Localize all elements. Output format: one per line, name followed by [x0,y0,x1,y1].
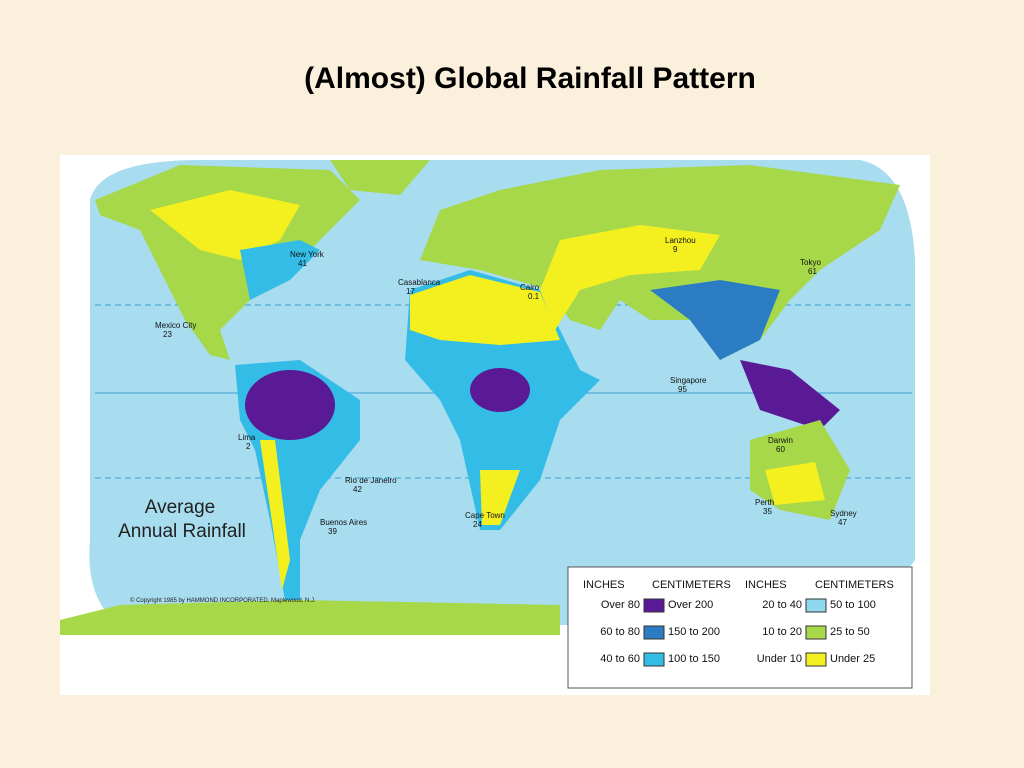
city-value: 39 [328,527,337,536]
city-name: Cape Town [465,511,505,520]
legend-header: CENTIMETERS [652,579,731,591]
atacama [260,440,290,590]
map-heading: Average [145,497,215,518]
legend-swatch [643,625,665,640]
legend-inches: 20 to 40 [762,599,802,611]
legend-cm: 50 to 100 [830,599,876,611]
map-heading: Annual Rainfall [118,521,246,542]
north-america-east [240,240,320,300]
antarctica [60,600,560,635]
city-value: 41 [298,259,307,268]
city-value: 23 [163,330,172,339]
legend-inches: Over 80 [601,599,640,611]
city-value: 61 [808,267,817,276]
city-name: Lima [238,433,256,442]
australia-dry [765,462,825,505]
city-name: Lanzhou [665,236,696,245]
indonesia [740,360,840,430]
legend-inches: 40 to 60 [600,653,640,665]
city-name: New York [290,250,325,259]
city-name: Darwin [768,436,793,445]
legend-header: INCHES [583,579,625,591]
legend-header: INCHES [745,579,787,591]
greenland [330,160,430,195]
legend-inches: 10 to 20 [762,626,802,638]
city-value: 0.1 [528,292,540,301]
legend-swatch [643,652,665,667]
city-value: 2 [246,442,251,451]
congo [470,368,530,412]
legend-swatch [805,598,827,613]
city-name: Cairo [520,283,540,292]
city-value: 24 [473,520,482,529]
north-america-dry [150,190,300,260]
city-name: Singapore [670,376,707,385]
legend-swatch [643,598,665,613]
city-name: Perth [755,498,774,507]
city-name: Buenos Aires [320,518,367,527]
legend-inches: 60 to 80 [600,626,640,638]
legend-cm: 100 to 150 [668,653,720,665]
city-name: Sydney [830,509,857,518]
city-name: Rio de Janeiro [345,476,397,485]
legend-cm: Under 25 [830,653,875,665]
legend-cm: 25 to 50 [830,626,870,638]
city-name: Mexico City [155,321,196,330]
legend-inches: Under 10 [757,653,802,665]
legend-header: CENTIMETERS [815,579,894,591]
city-value: 17 [406,287,415,296]
legend-cm: Over 200 [668,599,713,611]
legend-swatch [805,625,827,640]
city-value: 35 [763,507,772,516]
city-value: 42 [353,485,362,494]
city-value: 95 [678,385,687,394]
city-name: Tokyo [800,258,821,267]
legend-box [567,566,913,689]
legend-cm: 150 to 200 [668,626,720,638]
title: (Almost) Global Rainfall Pattern [304,62,756,95]
legend-swatch [805,652,827,667]
amazon [245,370,335,440]
city-name: Casablanca [398,278,441,287]
sahara [410,275,560,345]
map: Average Annual Rainfall © Copyright 1985… [60,155,930,695]
copyright: © Copyright 1985 by HAMMOND INCORPORATED… [130,597,316,604]
city-value: 9 [673,245,678,254]
city-value: 47 [838,518,847,527]
monsoon [650,280,780,360]
city-value: 60 [776,445,785,454]
asia-dry [540,225,720,330]
kalahari [480,470,520,525]
